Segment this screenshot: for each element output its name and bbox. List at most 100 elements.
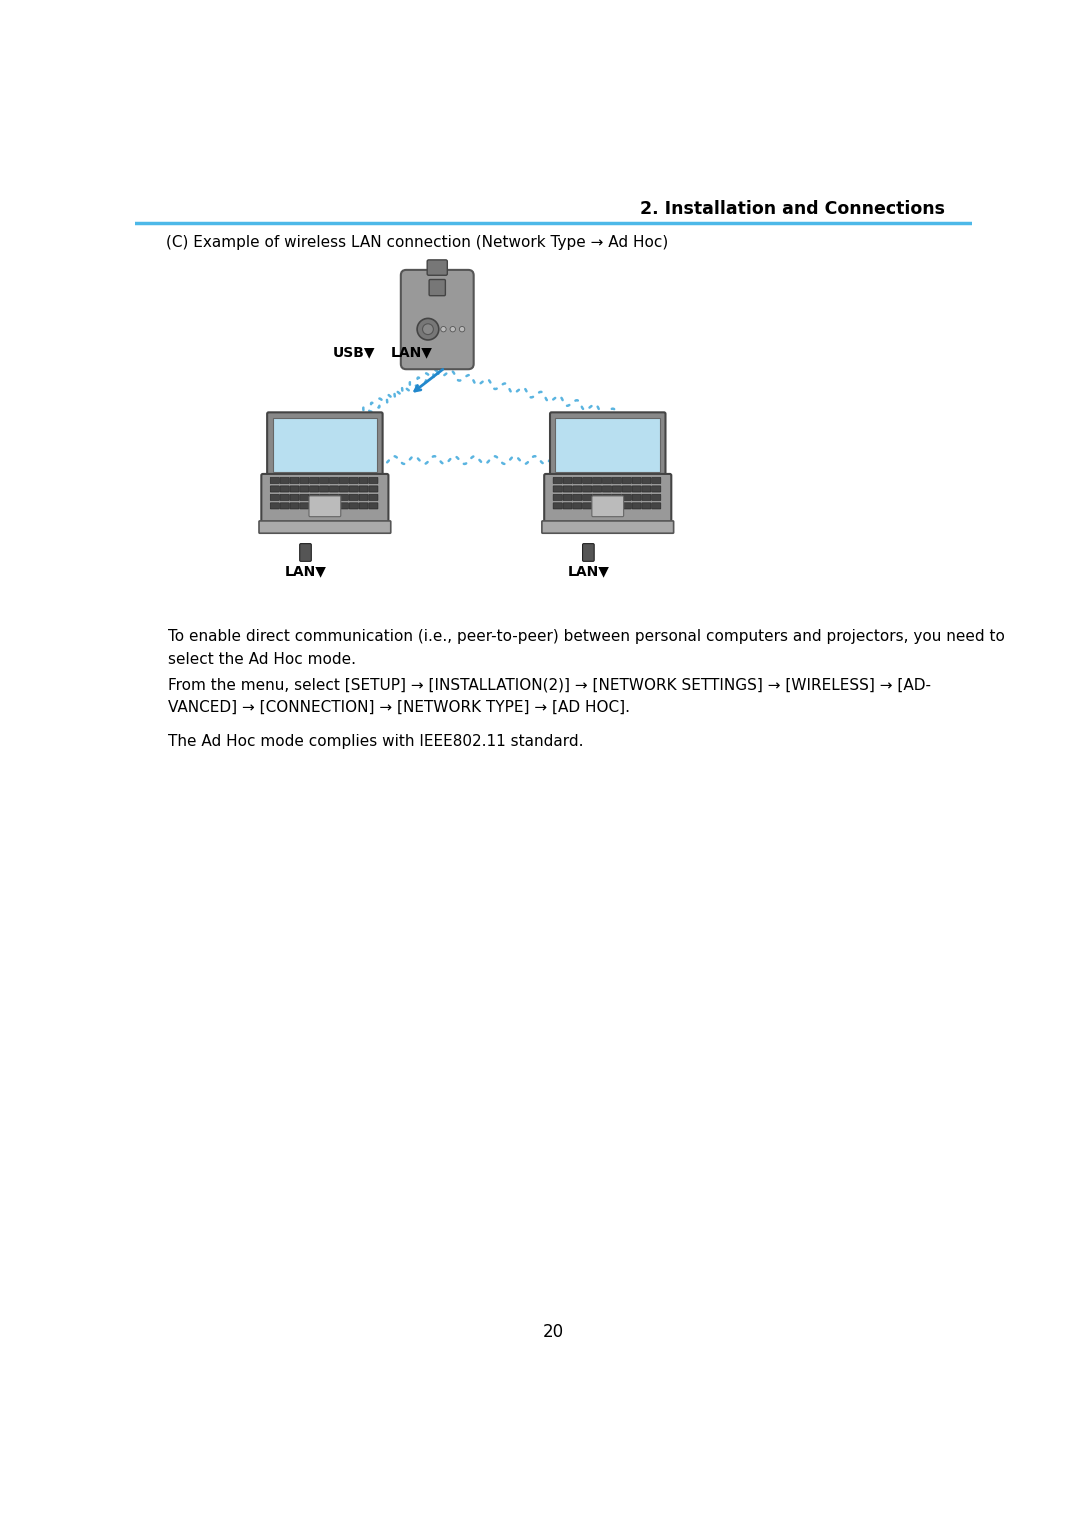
Circle shape bbox=[441, 326, 446, 332]
FancyBboxPatch shape bbox=[583, 494, 592, 500]
FancyBboxPatch shape bbox=[320, 503, 328, 509]
FancyBboxPatch shape bbox=[642, 486, 651, 492]
FancyBboxPatch shape bbox=[289, 494, 299, 500]
FancyBboxPatch shape bbox=[612, 503, 621, 509]
FancyBboxPatch shape bbox=[572, 494, 582, 500]
FancyBboxPatch shape bbox=[651, 477, 661, 483]
FancyBboxPatch shape bbox=[299, 544, 311, 561]
FancyBboxPatch shape bbox=[280, 503, 289, 509]
FancyBboxPatch shape bbox=[339, 503, 349, 509]
FancyBboxPatch shape bbox=[267, 413, 382, 477]
FancyBboxPatch shape bbox=[270, 477, 280, 483]
Circle shape bbox=[450, 326, 456, 332]
FancyBboxPatch shape bbox=[300, 494, 309, 500]
Text: LAN▼: LAN▼ bbox=[284, 565, 326, 579]
FancyBboxPatch shape bbox=[593, 477, 602, 483]
FancyBboxPatch shape bbox=[622, 477, 631, 483]
FancyBboxPatch shape bbox=[261, 474, 389, 523]
FancyBboxPatch shape bbox=[300, 503, 309, 509]
FancyBboxPatch shape bbox=[603, 503, 611, 509]
FancyBboxPatch shape bbox=[642, 503, 651, 509]
FancyBboxPatch shape bbox=[289, 503, 299, 509]
FancyBboxPatch shape bbox=[289, 486, 299, 492]
FancyBboxPatch shape bbox=[329, 503, 338, 509]
FancyBboxPatch shape bbox=[320, 477, 328, 483]
FancyBboxPatch shape bbox=[369, 503, 378, 509]
Circle shape bbox=[422, 323, 433, 335]
FancyBboxPatch shape bbox=[593, 503, 602, 509]
Text: From the menu, select [SETUP] → [INSTALLATION(2)] → [NETWORK SETTINGS] → [WIRELE: From the menu, select [SETUP] → [INSTALL… bbox=[167, 677, 931, 715]
FancyBboxPatch shape bbox=[572, 477, 582, 483]
FancyBboxPatch shape bbox=[320, 494, 328, 500]
FancyBboxPatch shape bbox=[359, 486, 368, 492]
FancyBboxPatch shape bbox=[310, 486, 319, 492]
FancyBboxPatch shape bbox=[280, 486, 289, 492]
FancyBboxPatch shape bbox=[270, 486, 280, 492]
Text: USB▼: USB▼ bbox=[333, 346, 375, 360]
FancyBboxPatch shape bbox=[583, 503, 592, 509]
Text: LAN▼: LAN▼ bbox=[391, 346, 433, 360]
FancyBboxPatch shape bbox=[632, 503, 642, 509]
FancyBboxPatch shape bbox=[582, 544, 594, 561]
FancyBboxPatch shape bbox=[359, 494, 368, 500]
FancyBboxPatch shape bbox=[583, 486, 592, 492]
FancyBboxPatch shape bbox=[359, 477, 368, 483]
FancyBboxPatch shape bbox=[280, 477, 289, 483]
FancyBboxPatch shape bbox=[651, 503, 661, 509]
FancyBboxPatch shape bbox=[612, 494, 621, 500]
FancyBboxPatch shape bbox=[270, 494, 280, 500]
FancyBboxPatch shape bbox=[289, 477, 299, 483]
FancyBboxPatch shape bbox=[622, 494, 631, 500]
FancyBboxPatch shape bbox=[622, 486, 631, 492]
Circle shape bbox=[459, 326, 464, 332]
Text: 20: 20 bbox=[543, 1323, 564, 1341]
FancyBboxPatch shape bbox=[329, 494, 338, 500]
FancyBboxPatch shape bbox=[550, 413, 665, 477]
FancyBboxPatch shape bbox=[563, 494, 572, 500]
Text: (C) Example of wireless LAN connection (Network Type → Ad Hoc): (C) Example of wireless LAN connection (… bbox=[166, 235, 669, 250]
FancyBboxPatch shape bbox=[272, 418, 377, 471]
FancyBboxPatch shape bbox=[349, 494, 359, 500]
FancyBboxPatch shape bbox=[592, 495, 623, 517]
FancyBboxPatch shape bbox=[369, 477, 378, 483]
FancyBboxPatch shape bbox=[632, 477, 642, 483]
FancyBboxPatch shape bbox=[651, 486, 661, 492]
FancyBboxPatch shape bbox=[593, 494, 602, 500]
FancyBboxPatch shape bbox=[359, 503, 368, 509]
FancyBboxPatch shape bbox=[310, 477, 319, 483]
FancyBboxPatch shape bbox=[309, 495, 341, 517]
FancyBboxPatch shape bbox=[553, 477, 563, 483]
FancyBboxPatch shape bbox=[310, 494, 319, 500]
FancyBboxPatch shape bbox=[349, 503, 359, 509]
FancyBboxPatch shape bbox=[310, 503, 319, 509]
FancyBboxPatch shape bbox=[542, 521, 674, 533]
FancyBboxPatch shape bbox=[401, 270, 474, 369]
Text: 2. Installation and Connections: 2. Installation and Connections bbox=[639, 200, 945, 218]
FancyBboxPatch shape bbox=[593, 486, 602, 492]
FancyBboxPatch shape bbox=[553, 503, 563, 509]
FancyBboxPatch shape bbox=[259, 521, 391, 533]
FancyBboxPatch shape bbox=[563, 486, 572, 492]
Circle shape bbox=[417, 319, 438, 340]
FancyBboxPatch shape bbox=[563, 477, 572, 483]
FancyBboxPatch shape bbox=[369, 486, 378, 492]
FancyBboxPatch shape bbox=[651, 494, 661, 500]
FancyBboxPatch shape bbox=[632, 486, 642, 492]
Text: The Ad Hoc mode complies with IEEE802.11 standard.: The Ad Hoc mode complies with IEEE802.11… bbox=[167, 735, 583, 750]
FancyBboxPatch shape bbox=[622, 503, 631, 509]
FancyBboxPatch shape bbox=[428, 261, 447, 276]
Text: LAN▼: LAN▼ bbox=[567, 565, 609, 579]
FancyBboxPatch shape bbox=[329, 486, 338, 492]
FancyBboxPatch shape bbox=[612, 486, 621, 492]
FancyBboxPatch shape bbox=[300, 486, 309, 492]
FancyBboxPatch shape bbox=[563, 503, 572, 509]
FancyBboxPatch shape bbox=[339, 477, 349, 483]
FancyBboxPatch shape bbox=[642, 494, 651, 500]
FancyBboxPatch shape bbox=[429, 279, 445, 296]
FancyBboxPatch shape bbox=[349, 477, 359, 483]
FancyBboxPatch shape bbox=[544, 474, 672, 523]
FancyBboxPatch shape bbox=[329, 477, 338, 483]
FancyBboxPatch shape bbox=[270, 503, 280, 509]
FancyBboxPatch shape bbox=[603, 486, 611, 492]
FancyBboxPatch shape bbox=[300, 477, 309, 483]
